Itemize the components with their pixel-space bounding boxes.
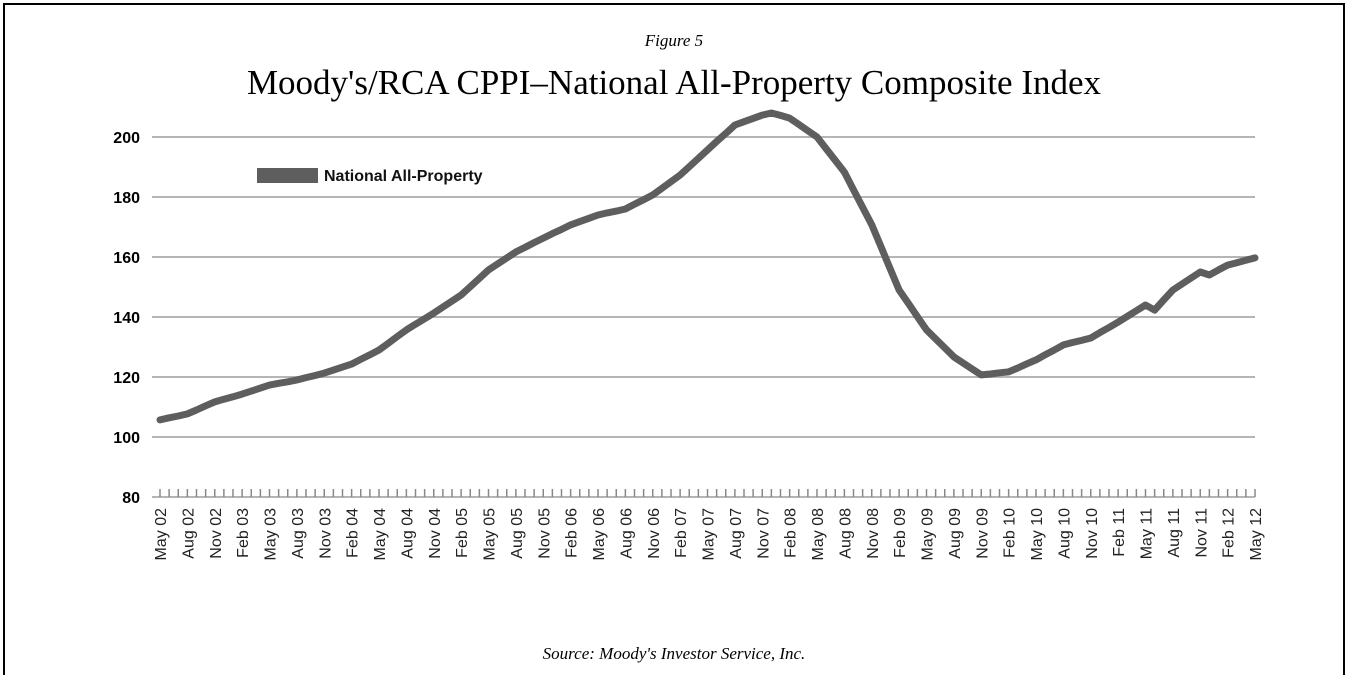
x-tick-label: Nov 09 bbox=[974, 508, 991, 559]
legend-label: National All-Property bbox=[324, 168, 483, 185]
x-tick-label: May 03 bbox=[263, 508, 280, 561]
x-tick-label: Aug 06 bbox=[618, 508, 635, 559]
x-tick-label: Aug 03 bbox=[290, 508, 307, 559]
x-tick-label: Nov 10 bbox=[1084, 508, 1101, 559]
x-tick-label: Aug 11 bbox=[1166, 508, 1183, 558]
x-tick-label: Feb 12 bbox=[1221, 508, 1238, 558]
y-tick-label: 100 bbox=[113, 430, 140, 447]
x-tick-label: Nov 05 bbox=[536, 508, 553, 559]
x-tick-label: Nov 06 bbox=[646, 508, 663, 559]
x-tick-label: May 11 bbox=[1139, 508, 1156, 559]
source: Source: Moody's Investor Service, Inc. bbox=[543, 644, 806, 663]
x-tick-label: Feb 04 bbox=[345, 508, 362, 558]
chart-title: Moody's/RCA CPPI–National All-Property C… bbox=[247, 63, 1102, 102]
y-tick-label: 120 bbox=[113, 370, 140, 387]
x-tick-label: May 12 bbox=[1248, 508, 1265, 561]
x-tick-label: Feb 03 bbox=[235, 508, 252, 558]
x-tick-label: May 06 bbox=[591, 508, 608, 561]
y-tick-label: 80 bbox=[122, 490, 140, 507]
x-tick-label: Aug 09 bbox=[947, 508, 964, 559]
x-tick-label: Feb 09 bbox=[892, 508, 909, 558]
y-tick-label: 140 bbox=[113, 310, 140, 327]
x-tick-label: Aug 08 bbox=[837, 508, 854, 559]
x-tick-label: May 09 bbox=[920, 508, 937, 561]
x-tick-label: Nov 04 bbox=[427, 508, 444, 559]
x-tick-label: Aug 05 bbox=[509, 508, 526, 559]
x-tick-label: Nov 07 bbox=[755, 508, 772, 559]
x-tick-label: Nov 02 bbox=[208, 508, 225, 559]
y-tick-label: 200 bbox=[113, 130, 140, 147]
x-tick-label: Feb 07 bbox=[673, 508, 690, 558]
x-tick-label: Nov 11 bbox=[1193, 508, 1210, 558]
x-tick-label: Aug 10 bbox=[1056, 508, 1073, 559]
x-tick-label: May 02 bbox=[153, 508, 170, 561]
x-tick-label: May 07 bbox=[701, 508, 718, 561]
y-tick-label: 180 bbox=[113, 190, 140, 207]
x-tick-label: Aug 07 bbox=[728, 508, 745, 559]
x-tick-label: Feb 08 bbox=[783, 508, 800, 558]
data-line bbox=[156, 109, 1259, 424]
x-tick-label: Nov 08 bbox=[865, 508, 882, 559]
legend-swatch bbox=[257, 168, 318, 183]
x-tick-label: May 04 bbox=[372, 508, 389, 561]
x-tick-label: Feb 05 bbox=[454, 508, 471, 558]
x-tick-label: Feb 10 bbox=[1002, 508, 1019, 558]
x-tick-label: May 05 bbox=[482, 508, 499, 561]
x-tick-label: Nov 03 bbox=[317, 508, 334, 559]
x-tick-label: May 10 bbox=[1029, 508, 1046, 561]
y-tick-label: 160 bbox=[113, 250, 140, 267]
x-tick-label: Aug 02 bbox=[180, 508, 197, 559]
figure-label: Figure 5 bbox=[644, 31, 703, 50]
x-tick-label: Feb 11 bbox=[1111, 508, 1128, 557]
x-tick-label: Feb 06 bbox=[564, 508, 581, 558]
x-tick-label: Aug 04 bbox=[399, 508, 416, 559]
x-tick-label: May 08 bbox=[810, 508, 827, 561]
frame bbox=[3, 3, 1345, 675]
